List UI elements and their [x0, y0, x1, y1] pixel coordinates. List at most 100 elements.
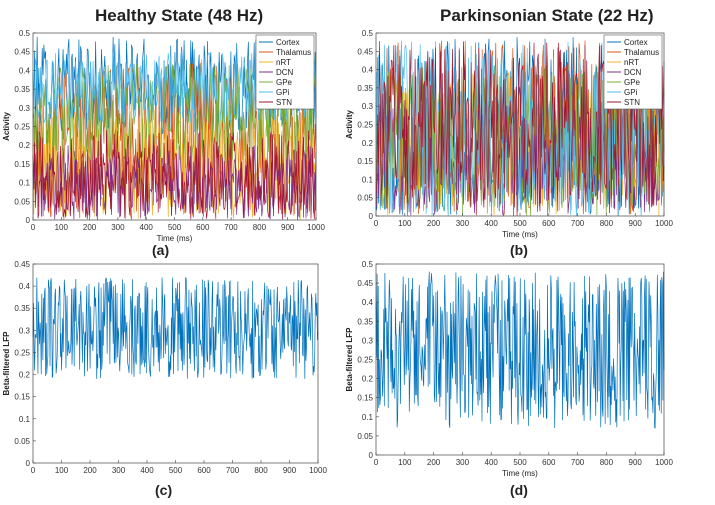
legend-entry: Cortex [276, 38, 300, 47]
y-tick-label: 0.15 [357, 157, 373, 166]
x-tick-label: 700 [224, 223, 238, 232]
x-tick-label: 0 [374, 458, 379, 467]
chart-c: 0 100 200 300 400 500 600 700 800 900 1000 0 0.05 0.1… [2, 260, 327, 475]
x-tick-label: 600 [542, 219, 556, 228]
x-tick-label: 600 [197, 466, 211, 475]
legend-entry: STN [624, 98, 640, 107]
y-tick-label: 0.05 [14, 437, 30, 446]
y-tick-label: 0.35 [14, 85, 30, 94]
title-healthy: Healthy State (48 Hz) [95, 6, 264, 25]
x-tick-label: 200 [83, 223, 97, 232]
x-tick-label: 900 [283, 466, 297, 475]
y-tick-label: 0.45 [14, 260, 30, 269]
legend-entry: STN [276, 98, 292, 107]
y-tick-label: 0.5 [19, 29, 31, 38]
x-tick-label: 100 [398, 219, 412, 228]
legend-entry: GPi [624, 88, 638, 97]
y-tick-label: 0.4 [19, 66, 31, 75]
y-tick-label: 0.05 [357, 432, 373, 441]
chart-a: 0 100 200 300 400 500 600 700 800 900 1000 0 0.05 0.1… [2, 29, 325, 243]
y-tick-label: 0.25 [14, 123, 30, 132]
y-tick-label: 0 [26, 459, 31, 468]
y-tick-label: 0.05 [357, 194, 373, 203]
legend-entry: nRT [624, 58, 639, 67]
x-tick-label: 700 [571, 458, 585, 467]
x-tick-label: 700 [571, 219, 585, 228]
x-tick-label: 900 [629, 458, 643, 467]
y-tick-label: 0.4 [19, 282, 31, 291]
x-tick-label: 1000 [309, 466, 327, 475]
x-tick-label: 1000 [655, 458, 673, 467]
x-axis-label: Time (ms) [502, 469, 538, 478]
x-tick-label: 100 [55, 466, 69, 475]
y-tick-label: 0.3 [19, 104, 31, 113]
x-tick-label: 900 [281, 223, 295, 232]
series-line-lfp [375, 271, 665, 429]
x-tick-label: 300 [456, 458, 470, 467]
y-tick-label: 0.15 [357, 394, 373, 403]
y-tick-label: 0.2 [362, 139, 374, 148]
x-tick-label: 200 [427, 219, 441, 228]
legend-entry: Cortex [624, 38, 648, 47]
chart-d: 0 100 200 300 400 500 600 700 800 900 1000 0 0.05 0.1… [345, 260, 673, 478]
y-axis-label: Beta-filtered LFP [2, 331, 11, 396]
y-axis-label: Beta-filtered LFP [345, 327, 354, 392]
x-tick-label: 100 [55, 223, 69, 232]
y-tick-label: 0.5 [362, 260, 374, 269]
x-tick-label: 600 [196, 223, 210, 232]
series-line-lfp [32, 277, 319, 379]
y-tick-label: 0.2 [19, 371, 31, 380]
legend-entry: Thalamus [624, 48, 659, 57]
x-axis-label: Time (ms) [157, 234, 193, 243]
x-tick-label: 700 [226, 466, 240, 475]
y-axis-label: Activity [2, 112, 11, 141]
x-tick-label: 500 [169, 466, 183, 475]
x-tick-label: 1000 [307, 223, 325, 232]
caption-b: (b) [510, 242, 528, 258]
y-tick-label: 0.35 [357, 317, 373, 326]
legend-entry: GPi [276, 88, 290, 97]
y-tick-label: 0.3 [362, 102, 374, 111]
y-tick-label: 0.25 [357, 121, 373, 130]
x-tick-label: 800 [600, 458, 614, 467]
x-tick-label: 0 [31, 466, 36, 475]
y-tick-label: 0.35 [14, 304, 30, 313]
x-tick-label: 1000 [655, 219, 673, 228]
x-tick-label: 300 [112, 466, 126, 475]
x-tick-label: 800 [253, 223, 267, 232]
y-tick-label: 0 [26, 216, 31, 225]
y-tick-label: 0.1 [19, 415, 31, 424]
x-tick-label: 600 [542, 458, 556, 467]
legend-entry: Thalamus [276, 48, 311, 57]
x-tick-label: 500 [513, 219, 527, 228]
y-tick-label: 0.15 [14, 160, 30, 169]
caption-d: (d) [510, 482, 528, 498]
y-tick-label: 0.25 [357, 356, 373, 365]
x-tick-label: 900 [629, 219, 643, 228]
y-tick-label: 0.1 [19, 179, 31, 188]
x-tick-label: 300 [111, 223, 125, 232]
x-tick-label: 0 [374, 219, 379, 228]
title-parkinsonian: Parkinsonian State (22 Hz) [440, 6, 654, 25]
y-axis-label: Activity [345, 110, 354, 139]
y-tick-label: 0.45 [14, 48, 30, 57]
y-tick-label: 0.5 [362, 29, 374, 38]
series-line-stn [32, 130, 317, 220]
x-tick-label: 200 [83, 466, 97, 475]
x-tick-label: 400 [485, 458, 499, 467]
caption-a: (a) [152, 242, 170, 258]
y-tick-label: 0.35 [357, 84, 373, 93]
x-tick-label: 800 [254, 466, 268, 475]
x-tick-label: 100 [398, 458, 412, 467]
y-tick-label: 0 [369, 451, 374, 460]
x-tick-label: 400 [140, 223, 154, 232]
y-tick-label: 0.1 [362, 175, 374, 184]
series-line-stn [375, 41, 665, 216]
legend-entry: DCN [276, 68, 294, 77]
legend-entry: GPe [276, 78, 293, 87]
y-tick-label: 0.4 [362, 298, 374, 307]
y-tick-label: 0.25 [14, 348, 30, 357]
